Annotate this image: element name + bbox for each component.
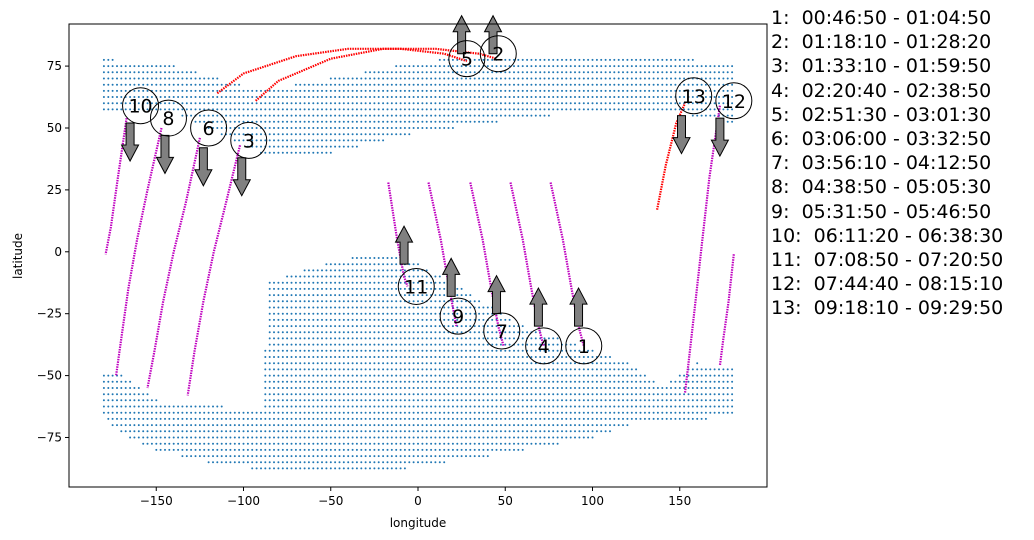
x-tick-label: −150 xyxy=(140,494,173,508)
orbit-label-13: 13 xyxy=(682,86,706,108)
y-tick-label: 75 xyxy=(47,59,62,73)
x-tick-label: −50 xyxy=(318,494,343,508)
grid-points-south-region xyxy=(102,257,734,470)
y-tick-label: −25 xyxy=(37,307,62,321)
x-tick-label: 0 xyxy=(414,494,422,508)
orbit-label-10: 10 xyxy=(128,96,152,118)
orbit-track-9 xyxy=(427,182,458,327)
legend-entry-3: 3: 01:33:10 - 01:59:50 xyxy=(771,55,992,78)
legend-entry-5: 5: 02:51:30 - 03:01:30 xyxy=(771,103,992,126)
legend-entry-9: 9: 05:31:50 - 05:46:50 xyxy=(771,200,992,223)
orbit-label-4: 4 xyxy=(538,336,550,358)
arrow-layer xyxy=(120,14,730,327)
orbit-track-extra-13 xyxy=(718,254,735,366)
orbit-arrow-8-down xyxy=(155,134,175,175)
legend-entry-4: 4: 02:20:40 - 02:38:50 xyxy=(771,79,992,102)
legend-entry-10: 10: 06:11:20 - 06:38:30 xyxy=(771,224,1004,247)
orbit-label-circle-8 xyxy=(149,99,187,137)
orbit-arrow-12-down xyxy=(710,117,730,158)
orbit-track-1 xyxy=(549,182,585,347)
grid-points-layer xyxy=(102,58,734,470)
plot-background xyxy=(69,24,767,487)
orbit-label-circle-6 xyxy=(190,109,228,147)
x-tick-label: 150 xyxy=(668,494,691,508)
orbit-label-12: 12 xyxy=(722,91,746,113)
legend-entry-8: 8: 04:38:50 - 05:05:30 xyxy=(771,176,992,199)
orbit-label-8: 8 xyxy=(162,108,174,130)
orbit-label-circle-7 xyxy=(483,312,521,350)
orbit-track-13 xyxy=(656,102,687,210)
legend-entry-1: 1: 00:46:50 - 01:04:50 xyxy=(771,7,992,29)
orbit-arrow-11-up xyxy=(394,225,414,265)
x-tick-label: 50 xyxy=(498,494,513,508)
orbit-label-6: 6 xyxy=(203,118,215,140)
x-tick-label: 100 xyxy=(581,494,604,508)
orbit-label-7: 7 xyxy=(496,321,508,343)
orbit-time-legend: 1: 00:46:50 - 01:04:50 2: 01:18:10 - 01:2… xyxy=(771,6,1003,321)
legend-entry-2: 2: 01:18:10 - 01:28:20 xyxy=(771,31,992,54)
orbit-label-circle-2 xyxy=(479,35,517,73)
y-tick-label: −50 xyxy=(37,369,62,383)
y-tick-label: 25 xyxy=(47,183,62,197)
x-tick-label: −100 xyxy=(227,494,260,508)
orbit-track-3 xyxy=(186,145,242,396)
x-axis-label: longitude xyxy=(390,516,447,530)
orbit-arrow-1-up xyxy=(569,286,588,327)
orbit-track-5 xyxy=(216,47,468,95)
orbit-track-10 xyxy=(104,117,128,255)
orbit-label-circle-5 xyxy=(448,40,486,78)
orbit-label-circle-3 xyxy=(230,121,268,159)
legend-entry-6: 6: 03:06:00 - 03:32:50 xyxy=(771,128,992,151)
orbit-arrow-13-down xyxy=(672,115,691,155)
x-axis-ticks: −150 −100 −50 0 50 100 150 xyxy=(140,487,691,508)
y-tick-label: −75 xyxy=(37,430,62,444)
orbit-label-9: 9 xyxy=(452,306,464,328)
y-tick-label: 50 xyxy=(47,121,62,135)
orbit-track-4 xyxy=(509,182,545,347)
orbit-arrow-6-down xyxy=(194,147,213,187)
orbit-label-circle-10 xyxy=(122,87,160,125)
legend-entry-11: 11: 07:08:50 - 07:20:50 xyxy=(771,249,1004,272)
orbit-label-1: 1 xyxy=(578,336,590,358)
orbit-arrow-10-down xyxy=(120,122,140,163)
orbit-label-circle-4 xyxy=(525,327,563,365)
legend-entry-12: 12: 07:44:40 - 08:15:10 xyxy=(771,273,1004,296)
orbit-label-2: 2 xyxy=(492,44,504,66)
orbit-label-circle-12 xyxy=(715,82,753,120)
orbit-track-12 xyxy=(683,105,721,394)
y-tick-label: 0 xyxy=(54,245,62,259)
orbit-arrow-7-up xyxy=(487,274,506,315)
y-axis-ticks: −75 −50 −25 0 25 50 75 xyxy=(37,59,69,444)
legend-entry-7: 7: 03:56:10 - 04:12:50 xyxy=(771,152,992,175)
orbit-label-circle-13 xyxy=(675,77,713,115)
orbit-label-circle-11 xyxy=(397,267,435,305)
orbit-track-8 xyxy=(115,127,163,376)
orbit-label-3: 3 xyxy=(243,130,255,152)
orbit-label-5: 5 xyxy=(461,49,473,71)
legend-entry-13: 13: 09:18:10 - 09:29:50 xyxy=(771,297,1004,320)
y-axis-label: latitude xyxy=(11,233,25,279)
orbit-label-circle-9 xyxy=(439,297,477,335)
orbit-arrow-9-up xyxy=(441,257,461,297)
orbit-label-circle-1 xyxy=(565,327,603,365)
orbit-arrow-3-down xyxy=(232,157,252,197)
orbit-label-11: 11 xyxy=(404,276,428,298)
orbit-arrow-4-up xyxy=(529,286,548,327)
